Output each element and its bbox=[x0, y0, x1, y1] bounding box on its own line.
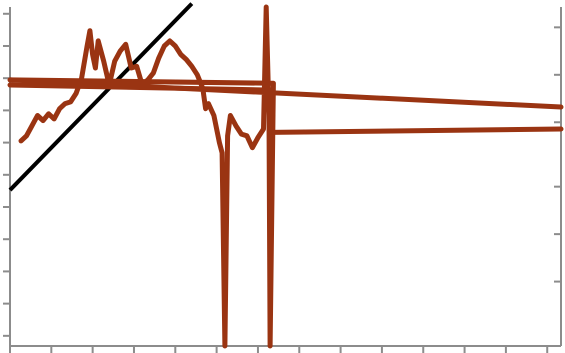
series-line-1 bbox=[7, 4, 564, 349]
chart-axes bbox=[3, 7, 562, 353]
reference-line bbox=[8, 2, 194, 192]
series-line-2 bbox=[7, 82, 564, 135]
plot-area bbox=[7, 2, 564, 349]
